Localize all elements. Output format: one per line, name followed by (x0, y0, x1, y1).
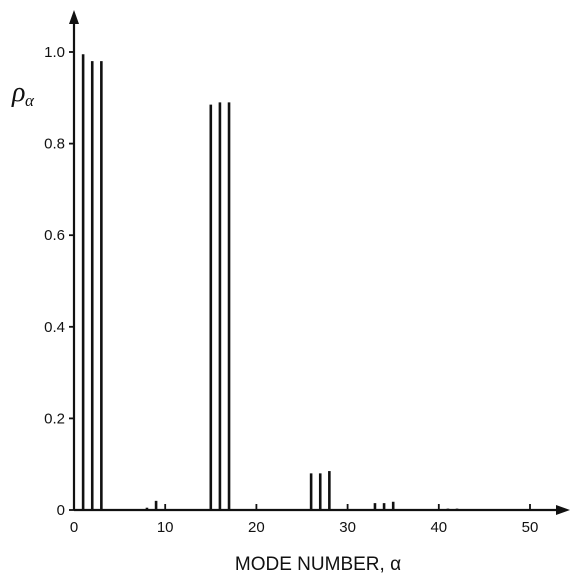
x-tick-label: 10 (157, 519, 174, 536)
y-axis-label-subscript: α (25, 91, 35, 110)
y-axis-label: ρ (11, 77, 25, 108)
y-tick-label: 0.2 (44, 410, 65, 427)
x-tick-label: 50 (522, 519, 539, 536)
x-axis-label: MODE NUMBER, α (235, 554, 401, 575)
y-axis-arrow (69, 10, 79, 24)
y-tick-label: 0.6 (44, 227, 65, 244)
x-tick-label: 30 (339, 519, 356, 536)
bars-group (81, 54, 459, 510)
x-ticks-group: 0 10 20 30 40 50 (70, 504, 539, 536)
y-tick-label: 0 (57, 502, 65, 519)
y-tick-label: 0.4 (44, 319, 65, 336)
x-tick-label: 0 (70, 519, 78, 536)
y-ticks-group: 0 0.2 0.4 0.6 0.8 1.0 (44, 44, 74, 519)
y-tick-label: 0.8 (44, 136, 65, 153)
x-tick-label: 40 (430, 519, 447, 536)
x-axis-arrow (556, 505, 570, 515)
y-tick-label: 1.0 (44, 44, 65, 61)
x-tick-label: 20 (248, 519, 265, 536)
